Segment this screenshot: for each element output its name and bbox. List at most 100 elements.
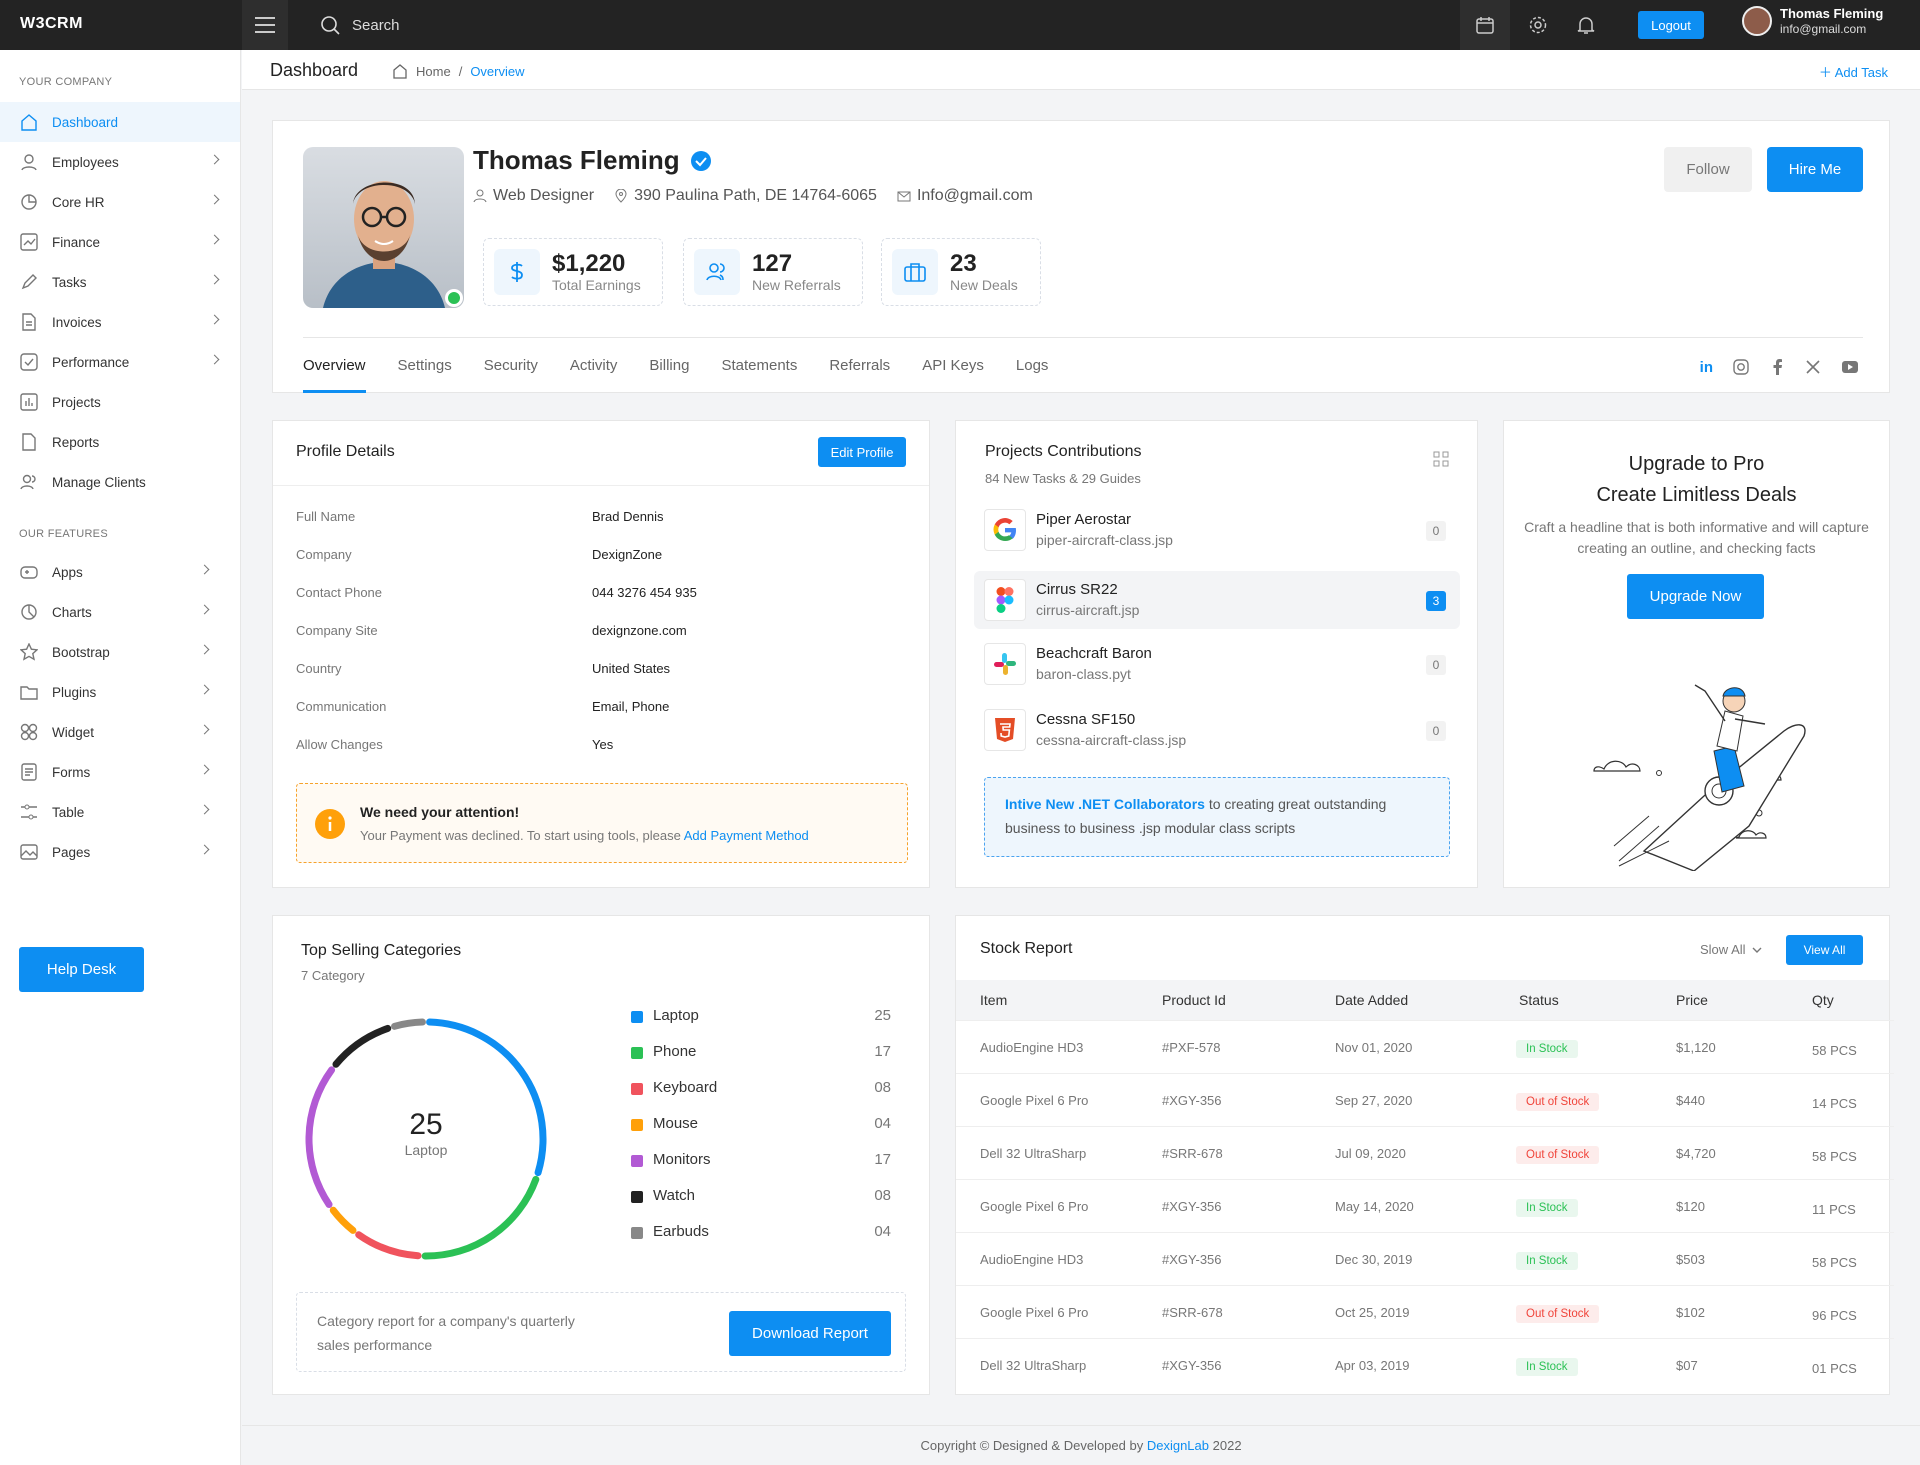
table-row[interactable]: Dell 32 UltraSharp #XGY-356 Apr 03, 2019 $0… [956,1338,1894,1391]
logout-button[interactable]: Logout [1638,11,1704,39]
profile-role: Web Designer [473,187,594,205]
hire-me-button[interactable]: Hire Me [1767,147,1863,192]
tab-referrals[interactable]: Referrals [829,357,891,374]
cell-item: AudioEngine HD3 [980,1040,1084,1055]
tab-api-keys[interactable]: API Keys [922,357,984,374]
cell-product-id: #PXF-578 [1162,1040,1221,1055]
cell-product-id: #XGY-356 [1162,1199,1222,1214]
sidebar-item-performance[interactable]: Performance [0,342,240,382]
count-badge: 3 [1426,591,1446,611]
cell-date: Sep 27, 2020 [1335,1093,1413,1108]
sidebar-item-plugins[interactable]: Plugins [0,672,240,712]
sidebar-item-tasks[interactable]: Tasks [0,262,240,302]
table-row[interactable]: AudioEngine HD3 #PXF-578 Nov 01, 2020 $1,12… [956,1020,1894,1073]
legend-value: 25 [874,1007,891,1024]
legend-item: Keyboard 08 [631,1079,891,1099]
cell-price: $07 [1676,1358,1698,1373]
table-row[interactable]: Dell 32 UltraSharp #SRR-678 Jul 09, 2020 $4… [956,1126,1894,1179]
app-logo[interactable]: W3CRM [20,15,83,32]
tab-logs[interactable]: Logs [1015,357,1049,374]
sidebar-item-table[interactable]: Table [0,792,240,832]
collaborators-link[interactable]: Intive New .NET Collaborators [1005,796,1205,812]
add-payment-link[interactable]: Add Payment Method [683,828,809,843]
sidebar-item-pages[interactable]: Pages [0,832,240,872]
cell-item: Dell 32 UltraSharp [980,1358,1087,1373]
project-item[interactable]: Piper Aerostar piper-aircraft-class.jsp … [974,501,1460,559]
table-row[interactable]: AudioEngine HD3 #XGY-356 Dec 30, 2019 $503 5… [956,1232,1894,1285]
upgrade-now-button[interactable]: Upgrade Now [1627,574,1764,619]
footer-brand-link[interactable]: DexignLab [1146,1438,1209,1453]
donut-segment-watch [332,1024,392,1068]
sidebar-item-core-hr[interactable]: Core HR [0,182,240,222]
menu-toggle-button[interactable] [242,0,288,50]
users-icon [20,474,36,490]
sidebar-item-bootstrap[interactable]: Bootstrap [0,632,240,672]
download-report-button[interactable]: Download Report [729,1311,891,1356]
tab-activity[interactable]: Activity [569,357,618,374]
tab-statements[interactable]: Statements [721,357,798,374]
settings-button[interactable] [1513,0,1563,50]
youtube-icon[interactable] [1841,359,1859,375]
filter-dropdown[interactable]: Slow All [1700,942,1762,957]
dollar-icon [494,249,540,295]
verified-icon [690,150,711,171]
add-task-button[interactable]: ＋ Add Task [1819,62,1888,81]
online-status-dot [445,289,463,307]
column-header: Status [1519,992,1559,1008]
search-box[interactable]: Search [320,0,400,50]
cell-item: Dell 32 UltraSharp [980,1146,1087,1161]
profile-email[interactable]: Info@gmail.com [897,187,1033,205]
view-all-button[interactable]: View All [1786,935,1863,965]
sidebar-item-reports[interactable]: Reports [0,422,240,462]
sidebar-item-widget[interactable]: Widget [0,712,240,752]
user-menu[interactable]: Thomas Fleming info@gmail.com [1742,6,1883,36]
table-row[interactable]: Google Pixel 6 Pro #SRR-678 Oct 25, 2019 $1… [956,1285,1894,1338]
sidebar-item-apps[interactable]: Apps [0,552,240,592]
cell-product-id: #XGY-356 [1162,1252,1222,1267]
profile-meta: Web Designer 390 Paulina Path, DE 14764-… [473,187,1033,205]
sidebar: YOUR COMPANY Dashboard Employees Core HR… [0,50,241,1465]
profile-photo [303,147,464,308]
sidebar-item-manage-clients[interactable]: Manage Clients [0,462,240,502]
grid-menu-icon[interactable] [1433,451,1449,467]
sidebar-item-label: Pages [52,844,91,860]
table-row[interactable]: Google Pixel 6 Pro #XGY-356 May 14, 2020 $1… [956,1179,1894,1232]
tab-security[interactable]: Security [483,357,538,374]
edit-profile-button[interactable]: Edit Profile [818,437,906,467]
tab-settings[interactable]: Settings [397,357,452,374]
breadcrumb-home[interactable]: Home [416,63,451,79]
cell-item: Google Pixel 6 Pro [980,1199,1089,1214]
notifications-button[interactable] [1561,0,1611,50]
sidebar-item-charts[interactable]: Charts [0,592,240,632]
search-icon [321,16,340,35]
calendar-button[interactable] [1460,0,1510,50]
project-item[interactable]: Cessna SF150 cessna-aircraft-class.jsp 0 [974,701,1460,759]
sidebar-item-finance[interactable]: Finance [0,222,240,262]
facebook-icon[interactable] [1769,359,1785,375]
chevron-right-icon [209,154,220,165]
sidebar-item-invoices[interactable]: Invoices [0,302,240,342]
categories-card: Top Selling Categories 7 Category 25 Lap… [272,915,930,1395]
legend-item: Monitors 17 [631,1151,891,1171]
table-row[interactable]: Google Pixel 6 Pro #XGY-356 Sep 27, 2020 $4… [956,1073,1894,1126]
upgrade-title: Upgrade to Pro Create Limitless Deals [1504,449,1889,511]
x-twitter-icon[interactable] [1805,359,1821,375]
project-item[interactable]: Cirrus SR22 cirrus-aircraft.jsp 3 [974,571,1460,629]
cell-qty: 58 PCS [1812,1255,1857,1270]
avatar [1742,6,1772,36]
sidebar-item-dashboard[interactable]: Dashboard [0,102,240,142]
profile-tabs: Overview Settings Security Activity Bill… [303,357,1049,393]
linkedin-icon[interactable]: in [1699,359,1713,376]
project-item[interactable]: Beachcraft Baron baron-class.pyt 0 [974,635,1460,693]
tab-overview[interactable]: Overview [303,357,366,393]
stat-value: $1,220 [552,250,626,277]
sidebar-item-label: Employees [52,154,119,170]
status-badge: In Stock [1516,1040,1578,1058]
sidebar-item-forms[interactable]: Forms [0,752,240,792]
help-desk-button[interactable]: Help Desk [19,947,144,992]
follow-button[interactable]: Follow [1664,147,1752,192]
tab-billing[interactable]: Billing [649,357,690,374]
instagram-icon[interactable] [1733,359,1749,375]
sidebar-item-projects[interactable]: Projects [0,382,240,422]
sidebar-item-employees[interactable]: Employees [0,142,240,182]
